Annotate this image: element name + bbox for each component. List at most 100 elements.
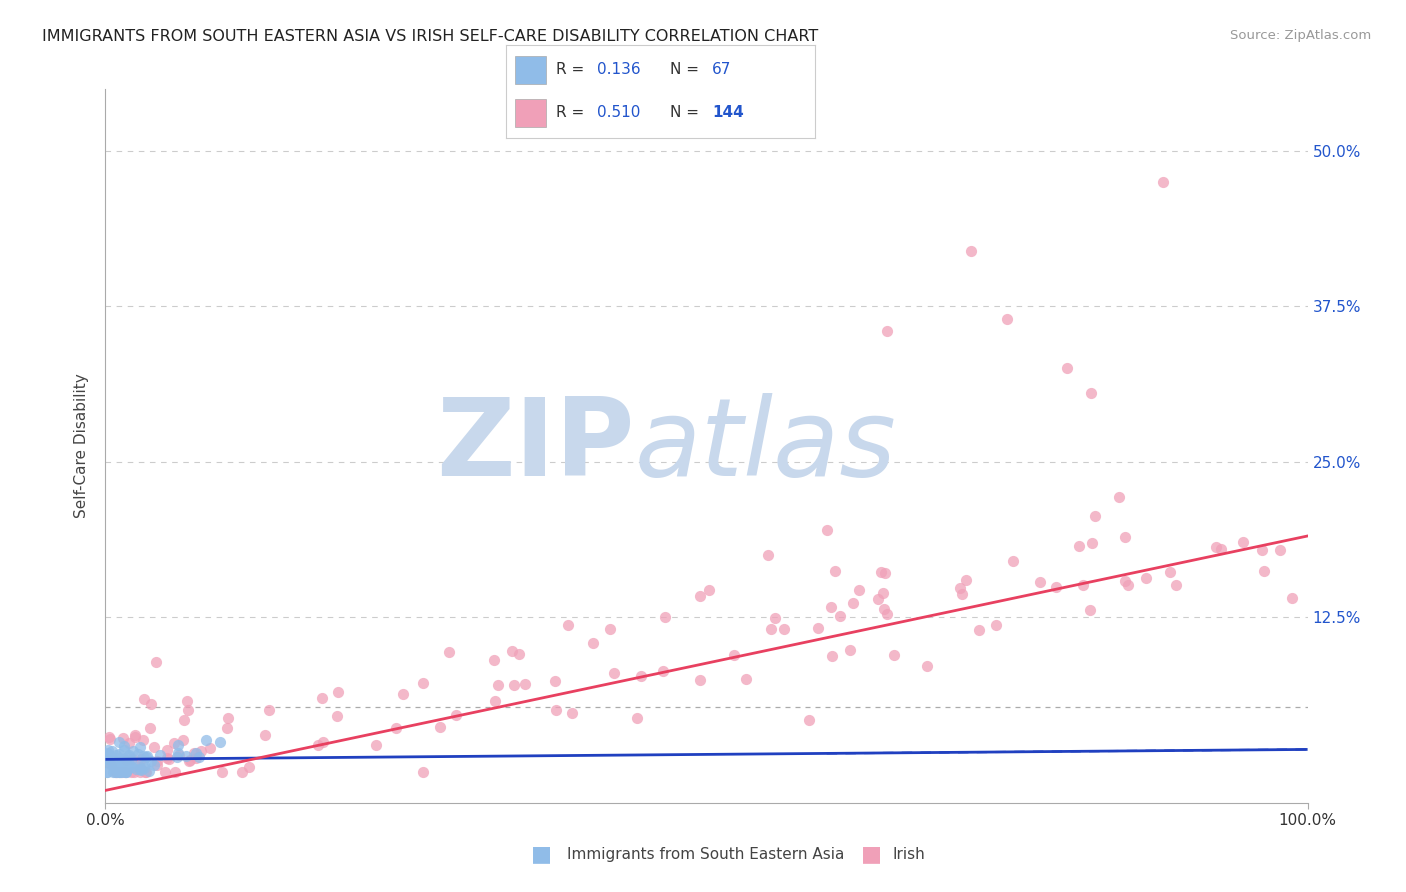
Point (1253, 564, 1275, 578)
Point (385, 721, 408, 735)
Point (582, 636, 605, 650)
Point (231, 764, 253, 779)
Point (117, 749, 139, 764)
Point (723, 648, 745, 662)
Point (124, 728, 146, 742)
Point (108, 747, 131, 761)
Point (159, 752, 181, 766)
Point (114, 759, 136, 773)
Point (1211, 541, 1233, 556)
Point (257, 703, 280, 717)
Text: ZIP: ZIP (436, 393, 634, 499)
Point (100, 750, 122, 764)
Point (1166, 577, 1188, 591)
Point (172, 733, 194, 747)
Point (1056, 361, 1078, 376)
Point (307, 738, 329, 752)
Point (866, 592, 889, 607)
Point (129, 764, 152, 779)
Point (967, 624, 990, 638)
Point (689, 673, 711, 687)
Point (101, 764, 124, 779)
Point (557, 618, 579, 632)
Point (848, 582, 870, 597)
Point (773, 622, 796, 636)
Point (96, 752, 118, 766)
Point (156, 751, 179, 765)
Point (104, 761, 127, 775)
Point (124, 731, 146, 745)
Point (139, 697, 162, 711)
Point (131, 748, 153, 763)
Point (326, 685, 349, 699)
Point (105, 764, 128, 779)
Point (561, 706, 583, 720)
Text: Irish: Irish (893, 847, 925, 862)
Point (689, 589, 711, 603)
Point (118, 747, 141, 762)
Point (544, 703, 567, 717)
Point (508, 647, 530, 661)
Point (184, 746, 207, 760)
Point (215, 721, 238, 735)
Point (821, 648, 844, 663)
Point (626, 711, 648, 725)
Point (96, 764, 118, 779)
Point (174, 748, 197, 763)
Point (873, 602, 896, 616)
Point (190, 744, 212, 758)
Text: Source: ZipAtlas.com: Source: ZipAtlas.com (1230, 29, 1371, 42)
Point (166, 739, 188, 753)
Point (97, 755, 120, 769)
Bar (516, 56, 547, 84)
Point (806, 621, 828, 635)
Text: ■: ■ (862, 845, 882, 864)
Point (110, 764, 132, 779)
Point (110, 764, 132, 779)
Point (312, 735, 335, 749)
Text: 0.136: 0.136 (598, 62, 641, 78)
Point (112, 739, 135, 753)
Point (163, 764, 186, 779)
Point (1205, 540, 1227, 554)
Point (135, 764, 157, 779)
Point (198, 741, 221, 756)
Point (100, 758, 122, 772)
Point (128, 759, 150, 773)
Point (1080, 386, 1102, 401)
Point (195, 732, 218, 747)
Bar (516, 99, 547, 127)
Point (1159, 565, 1181, 579)
Point (544, 673, 567, 688)
Point (120, 764, 142, 779)
Point (697, 582, 720, 597)
Point (503, 678, 526, 692)
Point (111, 759, 134, 773)
Point (135, 749, 157, 764)
Point (1116, 578, 1139, 592)
Point (872, 586, 894, 600)
Point (654, 610, 676, 624)
Point (429, 720, 451, 734)
Point (105, 761, 128, 775)
Point (111, 754, 134, 768)
Point (955, 573, 977, 587)
Point (103, 758, 125, 772)
Point (486, 677, 509, 691)
Text: Immigrants from South Eastern Asia: Immigrants from South Eastern Asia (567, 847, 844, 862)
Point (166, 747, 188, 761)
Point (101, 743, 124, 757)
Point (439, 645, 461, 659)
Point (117, 762, 139, 776)
Point (132, 761, 155, 775)
Point (1232, 534, 1254, 549)
Point (114, 764, 136, 779)
Point (139, 721, 162, 735)
Point (1281, 591, 1303, 605)
Point (756, 549, 779, 563)
Point (111, 731, 134, 746)
Point (883, 648, 905, 662)
Point (110, 756, 132, 771)
Point (173, 714, 195, 728)
Text: N =: N = (671, 62, 704, 78)
